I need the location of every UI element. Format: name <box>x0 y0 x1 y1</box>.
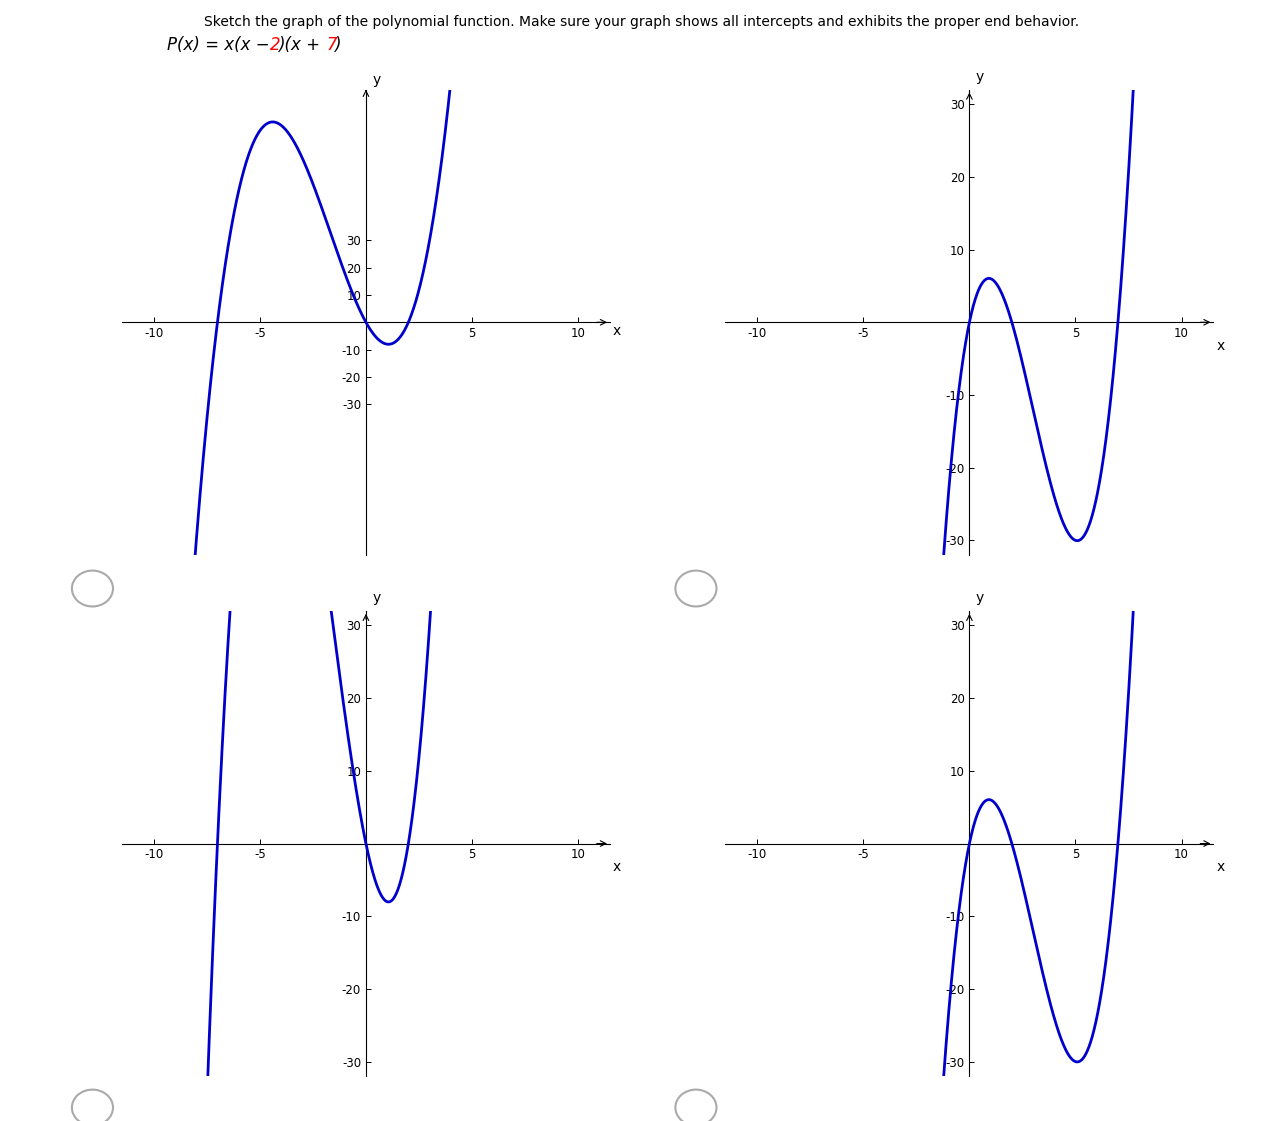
Text: y: y <box>372 74 380 87</box>
Text: y: y <box>976 591 984 605</box>
Text: x: x <box>1216 339 1225 352</box>
Text: P(x) = x(x −: P(x) = x(x − <box>167 36 275 54</box>
Text: x: x <box>1216 860 1225 873</box>
Text: ): ) <box>334 36 340 54</box>
Text: y: y <box>372 591 380 605</box>
Text: y: y <box>976 70 984 84</box>
Text: 7: 7 <box>326 36 336 54</box>
Text: Sketch the graph of the polynomial function. Make sure your graph shows all inte: Sketch the graph of the polynomial funct… <box>204 15 1080 28</box>
Text: x: x <box>612 324 621 339</box>
Text: 2: 2 <box>271 36 281 54</box>
Text: )(x +: )(x + <box>279 36 326 54</box>
Text: x: x <box>612 860 621 873</box>
